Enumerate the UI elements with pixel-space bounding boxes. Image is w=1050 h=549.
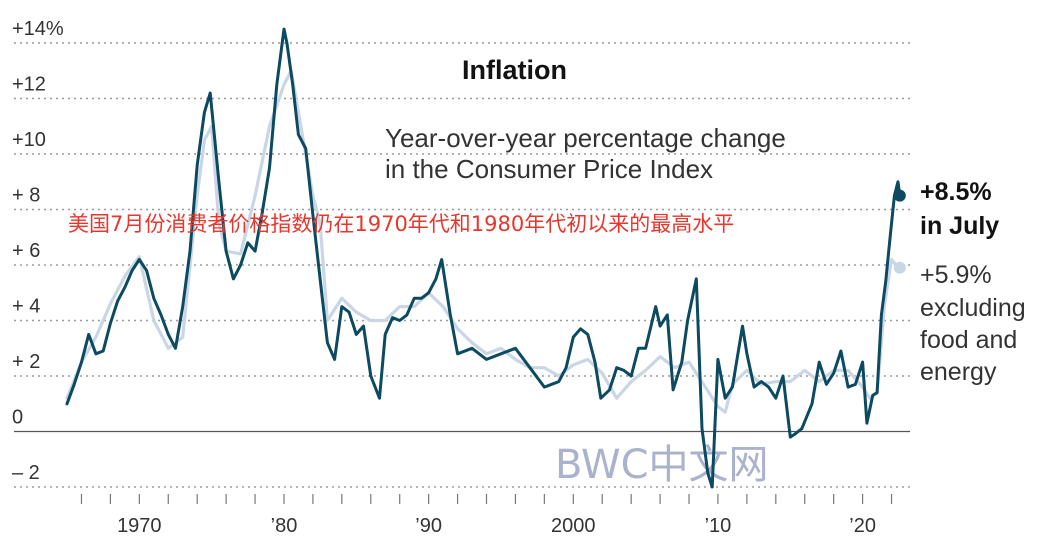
chart-title: Inflation [462, 55, 567, 85]
core-endpoint-marker [893, 261, 906, 274]
y-tick-label: +14% [12, 18, 64, 40]
x-axis-ticks: 1970 ’80 ’90 2000 ’10 ’20 [80, 494, 893, 537]
x-tick-label: ’90 [415, 515, 442, 537]
y-tick-label: + 6 [12, 240, 40, 262]
x-tick-label: ’20 [849, 515, 876, 537]
x-tick-label: 1970 [117, 515, 162, 537]
y-tick-label: +12 [12, 74, 46, 96]
cpi-period-label: in July [920, 212, 999, 240]
chart-subtitle-line-1: Year-over-year percentage change [385, 123, 786, 153]
core-label-line-1: excluding [920, 294, 1026, 322]
core-cpi-line [65, 69, 902, 414]
y-tick-label: + 4 [12, 296, 40, 318]
y-tick-label: +10 [12, 129, 46, 151]
y-tick-label: 0 [12, 407, 23, 429]
gridlines [14, 42, 910, 488]
core-value-label: +5.9% [920, 261, 992, 289]
overlay-caption: 美国7月份消费者价格指数仍在1970年代和1980年代初以来的最高水平 [68, 212, 734, 236]
y-axis-ticks: +14% +12 +10 + 8 + 6 + 4 + 2 0 – 2 [12, 18, 64, 484]
cpi-value-label: +8.5% [920, 178, 992, 206]
x-tick-label: ’10 [705, 515, 732, 537]
core-label-line-2: food and [920, 326, 1017, 354]
chart-subtitle-line-2: in the Consumer Price Index [385, 154, 713, 184]
watermark: BWC中文网 [555, 442, 769, 488]
y-tick-label: + 8 [12, 185, 40, 207]
y-tick-label: – 2 [12, 462, 40, 484]
series-lines [65, 27, 902, 489]
x-tick-label: 2000 [551, 515, 596, 537]
x-tick-label: ’80 [271, 515, 298, 537]
cpi-line [65, 27, 902, 489]
y-tick-label: + 2 [12, 351, 40, 373]
cpi-endpoint-marker [893, 189, 906, 202]
core-label-line-3: energy [920, 358, 997, 386]
